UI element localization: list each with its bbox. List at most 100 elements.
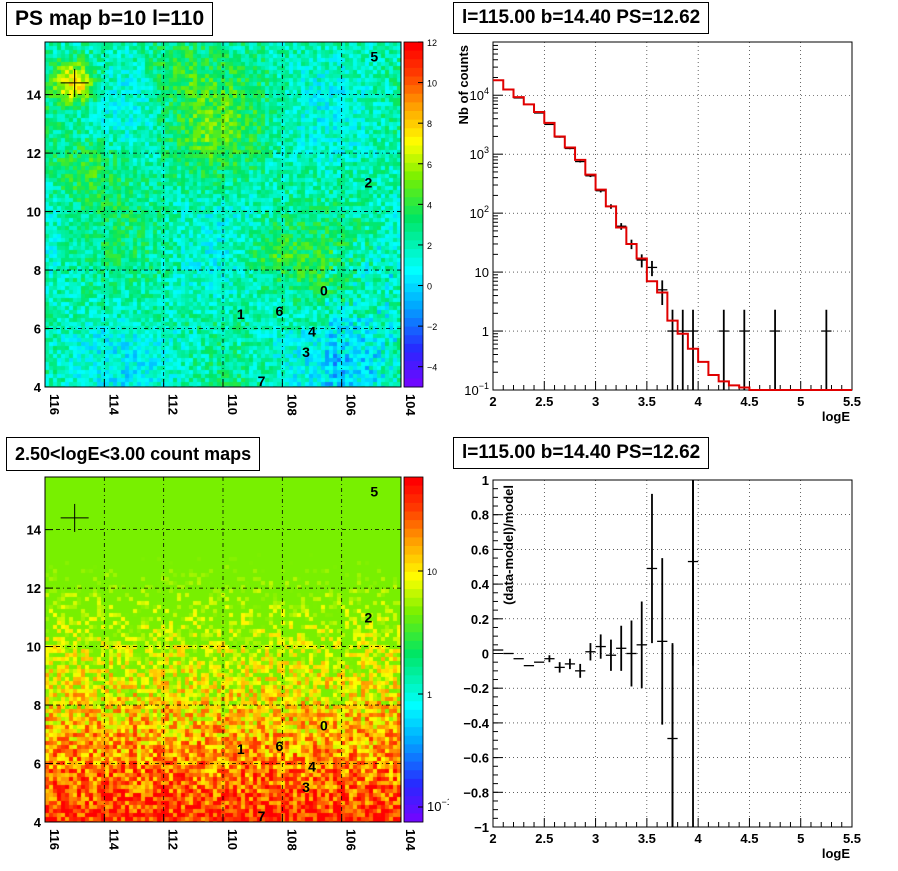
x-tick-label: 106 (344, 829, 359, 851)
colorbar-frame (403, 41, 424, 388)
spectrum-title: l=115.00 b=14.40 PS=12.62 (453, 2, 710, 34)
colorbar-step (404, 744, 423, 754)
y-tick-label: 10 (475, 265, 489, 280)
colorbar-tick-label: 0 (427, 282, 432, 292)
colorbar-step (404, 162, 423, 172)
spectrum-panel: l=115.00 b=14.40 PS=12.62 2 2.5 3 3.5 4 4.5 5 5… (449, 0, 898, 435)
source-label-1: 1 (237, 741, 245, 757)
x-tick-label: 4.5 (740, 831, 758, 846)
x-tick-label: 2 (489, 831, 496, 846)
colorbar-step (404, 623, 423, 633)
x-tick-label: 4.5 (740, 394, 758, 409)
x-tick-label: 108 (284, 394, 299, 416)
colorbar-step (404, 761, 423, 771)
source-label-4: 4 (308, 323, 316, 339)
x-tick-label: 108 (284, 829, 299, 851)
colorbar-step (404, 318, 423, 328)
colorbar-step (404, 369, 423, 379)
x-tick-label: 3.5 (638, 831, 656, 846)
colorbar-step (404, 188, 423, 198)
residuals-title: l=115.00 b=14.40 PS=12.62 (453, 437, 710, 469)
x-tick-label: 116 (47, 829, 62, 850)
colorbar-step (404, 666, 423, 676)
colorbar-step (404, 249, 423, 259)
x-tick-label: 112 (166, 394, 181, 415)
y-tick-label: 0 (482, 647, 489, 662)
colorbar-step (404, 787, 423, 797)
colorbar-step (404, 85, 423, 95)
source-label-7: 7 (258, 808, 266, 824)
source-label-5: 5 (370, 484, 378, 500)
colorbar-step (404, 214, 423, 224)
x-tick-label: 2.5 (535, 831, 553, 846)
colorbar-step (404, 59, 423, 69)
y-tick-label: 6 (34, 757, 41, 772)
colorbar-step (404, 119, 423, 129)
colorbar-step (404, 485, 423, 495)
colorbar-step (404, 128, 423, 138)
y-tick-label: 10−1 (464, 381, 489, 398)
colorbar-step (404, 309, 423, 319)
x-tick-label: 5 (797, 394, 804, 409)
source-label-0: 0 (320, 718, 328, 734)
colorbar-step (404, 145, 423, 155)
y-tick-label: 8 (34, 698, 41, 713)
y-tick-label: −1 (474, 820, 489, 835)
colorbar-tick-label: 12 (427, 38, 437, 48)
source-label-0: 0 (320, 283, 328, 299)
x-tick-label: 5.5 (843, 831, 861, 846)
colorbar-step (404, 778, 423, 788)
colorbar-step (404, 274, 423, 284)
colorbar-tick-label: 8 (427, 119, 432, 129)
y-axis-label: Nb of counts (456, 45, 471, 124)
colorbar-step (404, 520, 423, 530)
y-tick-label: −0.8 (463, 785, 489, 800)
colorbar-step (404, 571, 423, 581)
colorbar-step (404, 753, 423, 763)
source-label-1: 1 (237, 306, 245, 322)
y-tick-label: −0.6 (463, 751, 489, 766)
colorbar-tick-label: 6 (427, 160, 432, 170)
colorbar-tick-label: −2 (427, 322, 437, 332)
colorbar-step (404, 796, 423, 806)
colorbar-step (404, 223, 423, 233)
x-tick-label: 2.5 (535, 394, 553, 409)
colorbar-step (404, 597, 423, 607)
y-tick-label: 12 (27, 581, 41, 596)
y-tick-label: −0.4 (463, 716, 489, 731)
colorbar-step (404, 554, 423, 564)
colorbar-step (404, 640, 423, 650)
colorbar-step (404, 684, 423, 694)
x-tick-label: 116 (47, 394, 62, 415)
colorbar-step (404, 205, 423, 215)
colorbar-step (404, 494, 423, 504)
x-tick-label: 3 (592, 394, 599, 409)
source-label-3: 3 (302, 344, 310, 360)
y-tick-label: 1 (482, 473, 489, 488)
y-tick-label: 0.6 (471, 542, 489, 557)
colorbar-step (404, 352, 423, 362)
y-tick-label: 6 (34, 322, 41, 337)
colorbar-step (404, 257, 423, 267)
colorbar-step (404, 93, 423, 103)
colorbar-step (404, 283, 423, 293)
residuals-panel: l=115.00 b=14.40 PS=12.62 2 2.5 3 3.5 4 4.5 5 5… (449, 435, 898, 871)
colorbar-step (404, 502, 423, 512)
colorbar-tick-label: 10 (427, 79, 437, 89)
colorbar-step (404, 361, 423, 371)
colorbar-step (404, 180, 423, 190)
colorbar-step (404, 300, 423, 310)
y-tick-label: 0.4 (471, 577, 490, 592)
y-tick-label: 10 (27, 640, 41, 655)
x-tick-label: 4 (695, 831, 703, 846)
source-label-6: 6 (275, 738, 283, 754)
x-axis-label: logE (822, 409, 850, 424)
colorbar-step (404, 563, 423, 573)
colorbar-step (404, 649, 423, 659)
count-map-panel: 2.50<logE<3.00 count maps 116 114 112 110 10… (0, 435, 449, 871)
source-label-6: 6 (275, 303, 283, 319)
y-axis-label: (data-model)/model (501, 485, 516, 605)
colorbar-step (404, 197, 423, 207)
